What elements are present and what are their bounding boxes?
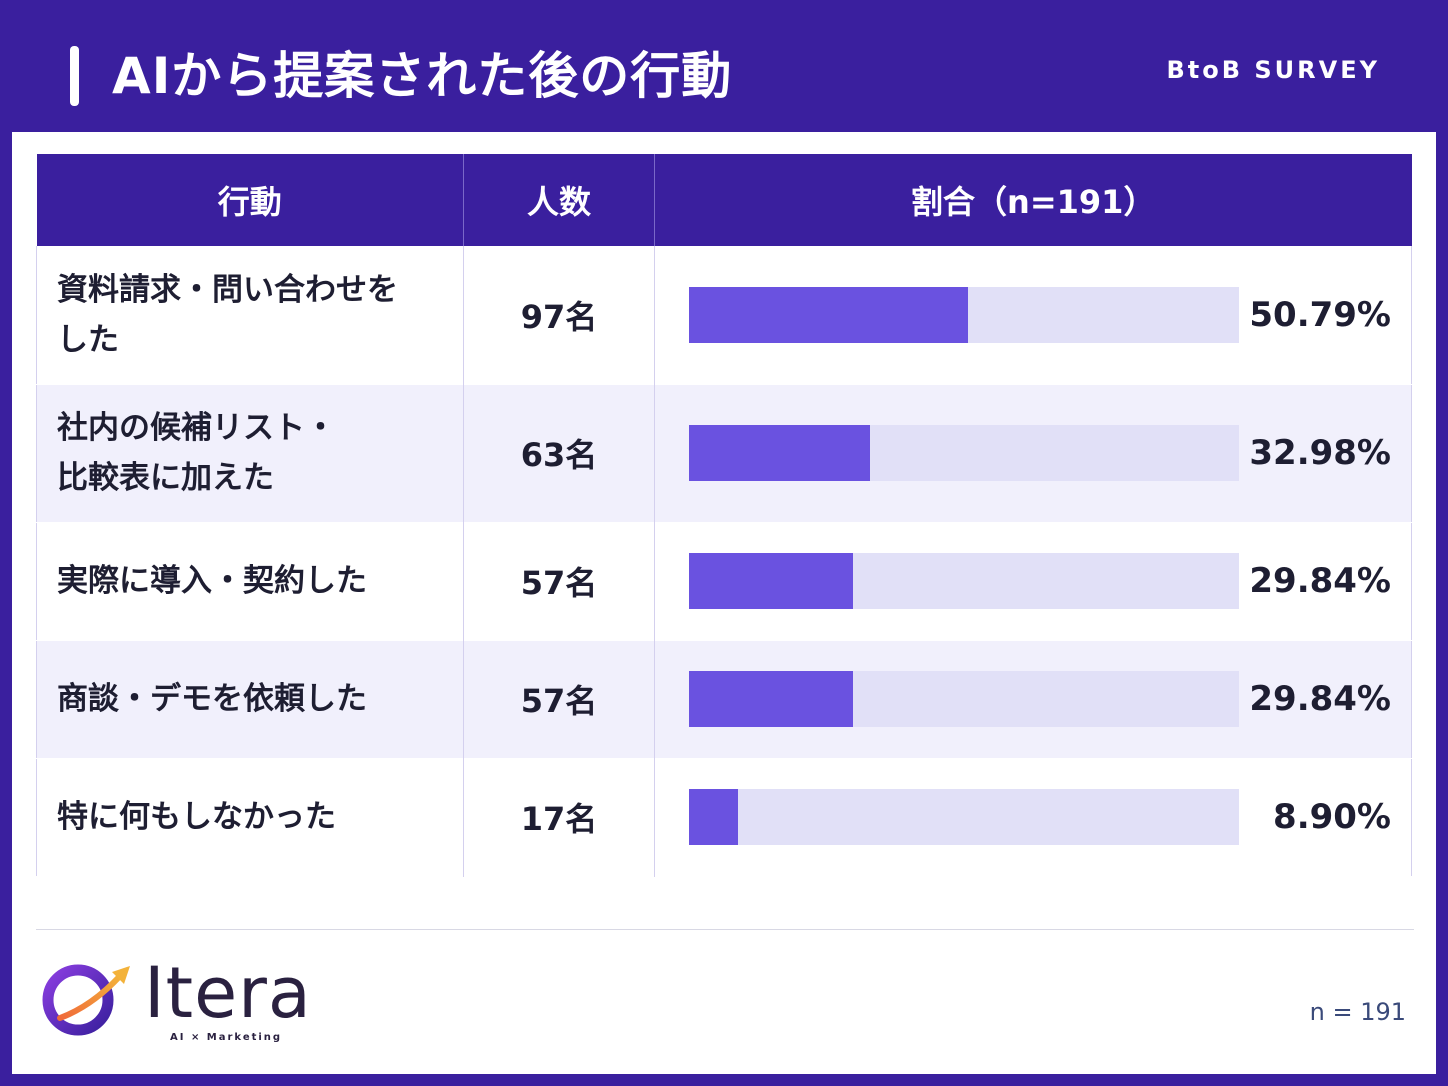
table-row: 商談・デモを依頼した 57名 29.84%: [36, 640, 1412, 758]
title-accent-bar: [70, 46, 79, 106]
action-label: 社内の候補リスト・ 比較表に加えた: [37, 403, 463, 503]
action-label-line: した: [57, 321, 119, 358]
action-label-line: 実際に導入・契約した: [57, 563, 367, 599]
action-label-line: 商談・デモを依頼した: [57, 681, 367, 717]
bar: [689, 671, 854, 727]
survey-table: 行動 人数 割合（n=191） 資料請求・問い合わせを した 97名 50.79% 社内…: [36, 154, 1412, 877]
action-cell: 商談・デモを依頼した: [36, 640, 464, 758]
action-label-line: 資料請求・問い合わせを: [57, 271, 398, 308]
footer-divider: [36, 929, 1414, 930]
count-cell: 97名: [463, 246, 655, 384]
bar: [689, 553, 854, 609]
ratio-cell: 8.90%: [655, 758, 1412, 876]
header-ratio: 割合（n=191）: [654, 154, 1412, 246]
action-cell: 特に何もしなかった: [36, 758, 464, 876]
logo-wordmark: Itera: [144, 952, 312, 1034]
data-label: 8.90%: [1273, 797, 1391, 837]
data-label: 32.98%: [1249, 433, 1391, 473]
action-label: 実際に導入・契約した: [37, 556, 463, 606]
count-cell: 63名: [463, 384, 655, 522]
action-cell: 実際に導入・契約した: [36, 522, 464, 640]
logo-tagline: AI × Marketing: [170, 1032, 283, 1043]
action-label: 資料請求・問い合わせを した: [37, 265, 463, 365]
ratio-cell: 50.79%: [655, 246, 1412, 384]
bar-track: [689, 671, 1239, 727]
action-label-line: 比較表に加えた: [57, 460, 274, 496]
count-cell: 17名: [463, 758, 655, 876]
itera-logo: Itera AI × Marketing: [42, 952, 342, 1050]
table-header-row: 行動 人数 割合（n=191）: [36, 154, 1412, 246]
action-label: 特に何もしなかった: [37, 792, 463, 842]
page-title: AIから提案された後の行動: [112, 47, 733, 105]
ratio-cell: 32.98%: [654, 384, 1412, 522]
logo-mark-icon: [42, 964, 130, 1036]
ratio-cell: 29.84%: [655, 522, 1412, 640]
table-row: 実際に導入・契約した 57名 29.84%: [36, 522, 1412, 640]
bar: [689, 425, 871, 481]
page-header: AIから提案された後の行動 BtoB SURVEY: [0, 0, 1448, 132]
ratio-cell: 29.84%: [654, 640, 1412, 758]
bar: [689, 286, 969, 343]
sample-size-note: n = 191: [1309, 998, 1406, 1026]
content-card: 行動 人数 割合（n=191） 資料請求・問い合わせを した 97名 50.79% 社内…: [12, 132, 1436, 1074]
action-label-line: 社内の候補リスト・: [57, 410, 336, 446]
survey-tag: BtoB SURVEY: [1166, 56, 1380, 84]
action-cell: 資料請求・問い合わせを した: [36, 246, 464, 384]
action-label: 商談・デモを依頼した: [37, 674, 463, 724]
data-label: 50.79%: [1249, 294, 1391, 335]
data-label: 29.84%: [1249, 679, 1391, 719]
header-count: 人数: [463, 154, 655, 246]
bar: [689, 789, 738, 845]
action-cell: 社内の候補リスト・ 比較表に加えた: [36, 384, 464, 522]
table-row: 社内の候補リスト・ 比較表に加えた 63名 32.98%: [36, 384, 1412, 522]
table-row: 資料請求・問い合わせを した 97名 50.79%: [36, 246, 1412, 384]
count-cell: 57名: [463, 522, 655, 640]
table-row: 特に何もしなかった 17名 8.90%: [36, 758, 1412, 876]
action-label-line: 特に何もしなかった: [57, 799, 336, 835]
bar-track: [689, 286, 1239, 343]
bar-track: [689, 425, 1239, 481]
header-action: 行動: [36, 154, 464, 246]
bar-track: [689, 789, 1239, 845]
bar-track: [689, 553, 1239, 609]
data-label: 29.84%: [1249, 561, 1391, 601]
count-cell: 57名: [463, 640, 655, 758]
